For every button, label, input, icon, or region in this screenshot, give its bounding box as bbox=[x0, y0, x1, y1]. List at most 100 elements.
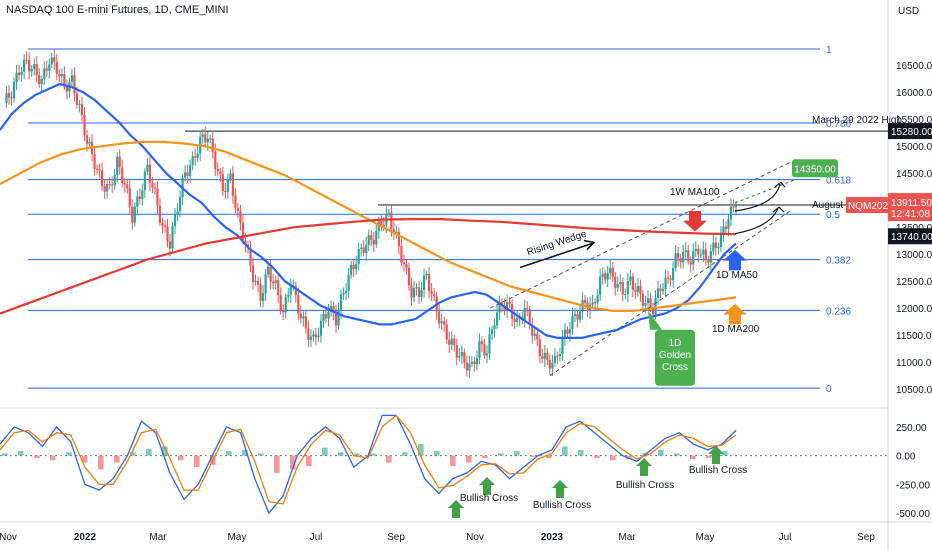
rising-wedge bbox=[489, 161, 796, 377]
bullish-cross-arrow-icon bbox=[552, 480, 568, 498]
symbol-text: NQM2023 bbox=[848, 201, 894, 212]
macd-histogram-bar bbox=[130, 452, 136, 456]
candle-body bbox=[294, 285, 297, 295]
candle-body bbox=[697, 248, 700, 255]
macd-histogram-bar bbox=[18, 451, 24, 456]
candle-body bbox=[410, 285, 413, 298]
price-axis-background bbox=[888, 0, 932, 550]
macd-histogram-bar bbox=[386, 455, 392, 463]
time-tick-label: Nov bbox=[0, 532, 17, 543]
price-tick-label: 14500.00 bbox=[896, 169, 932, 180]
candle-body bbox=[206, 138, 209, 143]
candle-body bbox=[70, 75, 74, 82]
candle-body bbox=[375, 230, 378, 245]
candle-body bbox=[591, 302, 594, 305]
candle-body bbox=[78, 104, 81, 106]
macd-histogram-bar bbox=[114, 455, 120, 463]
candle-body bbox=[239, 210, 242, 223]
projection-curve-lower bbox=[734, 208, 779, 235]
candle-body bbox=[204, 134, 207, 143]
candle-body bbox=[390, 212, 393, 230]
candle-body bbox=[480, 341, 484, 345]
moving-averages bbox=[0, 82, 737, 339]
candle-body bbox=[314, 334, 318, 338]
candle-body bbox=[629, 276, 632, 282]
candle-body bbox=[438, 311, 441, 324]
macd-pane: 250.00 0.00 -250.00 -500.00 Bullish Cross Bul… bbox=[0, 414, 930, 520]
candle-body bbox=[111, 184, 114, 186]
candle-body bbox=[553, 355, 556, 363]
countdown-text: 12:41:08 bbox=[891, 209, 930, 220]
candle-body bbox=[526, 307, 529, 310]
candle-body bbox=[541, 356, 544, 359]
candle-body bbox=[269, 266, 272, 282]
candle-body bbox=[251, 265, 255, 283]
candle-body bbox=[543, 352, 546, 359]
candle-body bbox=[498, 302, 501, 313]
bullish-cross-arrow-icon bbox=[448, 500, 464, 518]
candle-body bbox=[621, 282, 624, 295]
time-tick-label: May bbox=[228, 532, 247, 543]
fib-level-label: 1 bbox=[826, 45, 832, 56]
candle-body bbox=[106, 184, 109, 192]
candle-body bbox=[261, 293, 265, 302]
macd-histogram-bar bbox=[690, 455, 696, 460]
bullish-cross-arrow-icon bbox=[479, 477, 495, 495]
rising-wedge-label: Rising Wedge bbox=[526, 229, 589, 259]
candle-body bbox=[505, 302, 509, 311]
candle-body bbox=[329, 306, 333, 312]
macd-histogram-bar bbox=[722, 451, 728, 456]
candle-body bbox=[626, 281, 629, 295]
candle-body bbox=[576, 314, 579, 320]
candle-body bbox=[113, 175, 116, 186]
candle-body bbox=[95, 168, 99, 170]
candle-body bbox=[402, 262, 406, 265]
macd-histogram-bar bbox=[98, 455, 104, 470]
price-tick-label: 15500.00 bbox=[896, 115, 932, 126]
candle-body bbox=[128, 188, 131, 207]
candle-body bbox=[355, 264, 358, 270]
last-price-tag bbox=[888, 193, 932, 222]
candle-body bbox=[53, 57, 56, 62]
candle-body bbox=[397, 231, 401, 247]
last-price-text: 13911.50 bbox=[891, 198, 932, 209]
candle-body bbox=[568, 328, 572, 334]
macd-histogram-bar bbox=[610, 455, 616, 461]
macd-histogram-bar bbox=[274, 455, 280, 473]
ma50-label: 1D MA50 bbox=[716, 270, 758, 281]
macd-tick-label: 250.00 bbox=[896, 423, 927, 434]
candle-body bbox=[161, 222, 164, 226]
macd-histogram-bar bbox=[546, 455, 552, 458]
macd-histogram-bar bbox=[34, 455, 40, 458]
time-tick-label: 2023 bbox=[541, 532, 564, 543]
price-tick-label: 15000.00 bbox=[896, 142, 932, 153]
fib-level-label: 0.618 bbox=[826, 176, 851, 187]
candle-body bbox=[83, 114, 86, 136]
candle-body bbox=[194, 156, 197, 158]
candle-body bbox=[339, 294, 343, 311]
candle-body bbox=[289, 286, 292, 295]
candle-body bbox=[692, 251, 695, 265]
candle-body bbox=[407, 267, 411, 286]
candle-body bbox=[425, 273, 428, 276]
candle-body bbox=[108, 184, 111, 186]
candle-body bbox=[304, 316, 307, 329]
candle-body bbox=[365, 244, 368, 254]
golden-cross-text: 1D bbox=[669, 338, 682, 349]
macd-histogram-bar bbox=[146, 448, 152, 456]
candle-body bbox=[458, 356, 461, 358]
candle-body bbox=[201, 134, 204, 137]
price-tick-label: 13000.00 bbox=[896, 250, 932, 261]
candle-body bbox=[641, 293, 645, 306]
macd-tick-label: 0.00 bbox=[896, 452, 916, 463]
arrowhead-upper bbox=[774, 181, 786, 188]
candle-body bbox=[395, 231, 398, 234]
candle-body bbox=[352, 264, 355, 270]
candle-body bbox=[523, 307, 526, 321]
candle-body bbox=[20, 71, 23, 76]
macd-histogram-bar bbox=[450, 455, 456, 466]
macd-histogram-bar bbox=[434, 451, 440, 456]
target-text: 14350.00 bbox=[794, 164, 836, 175]
macd-histogram-bar bbox=[626, 455, 632, 460]
